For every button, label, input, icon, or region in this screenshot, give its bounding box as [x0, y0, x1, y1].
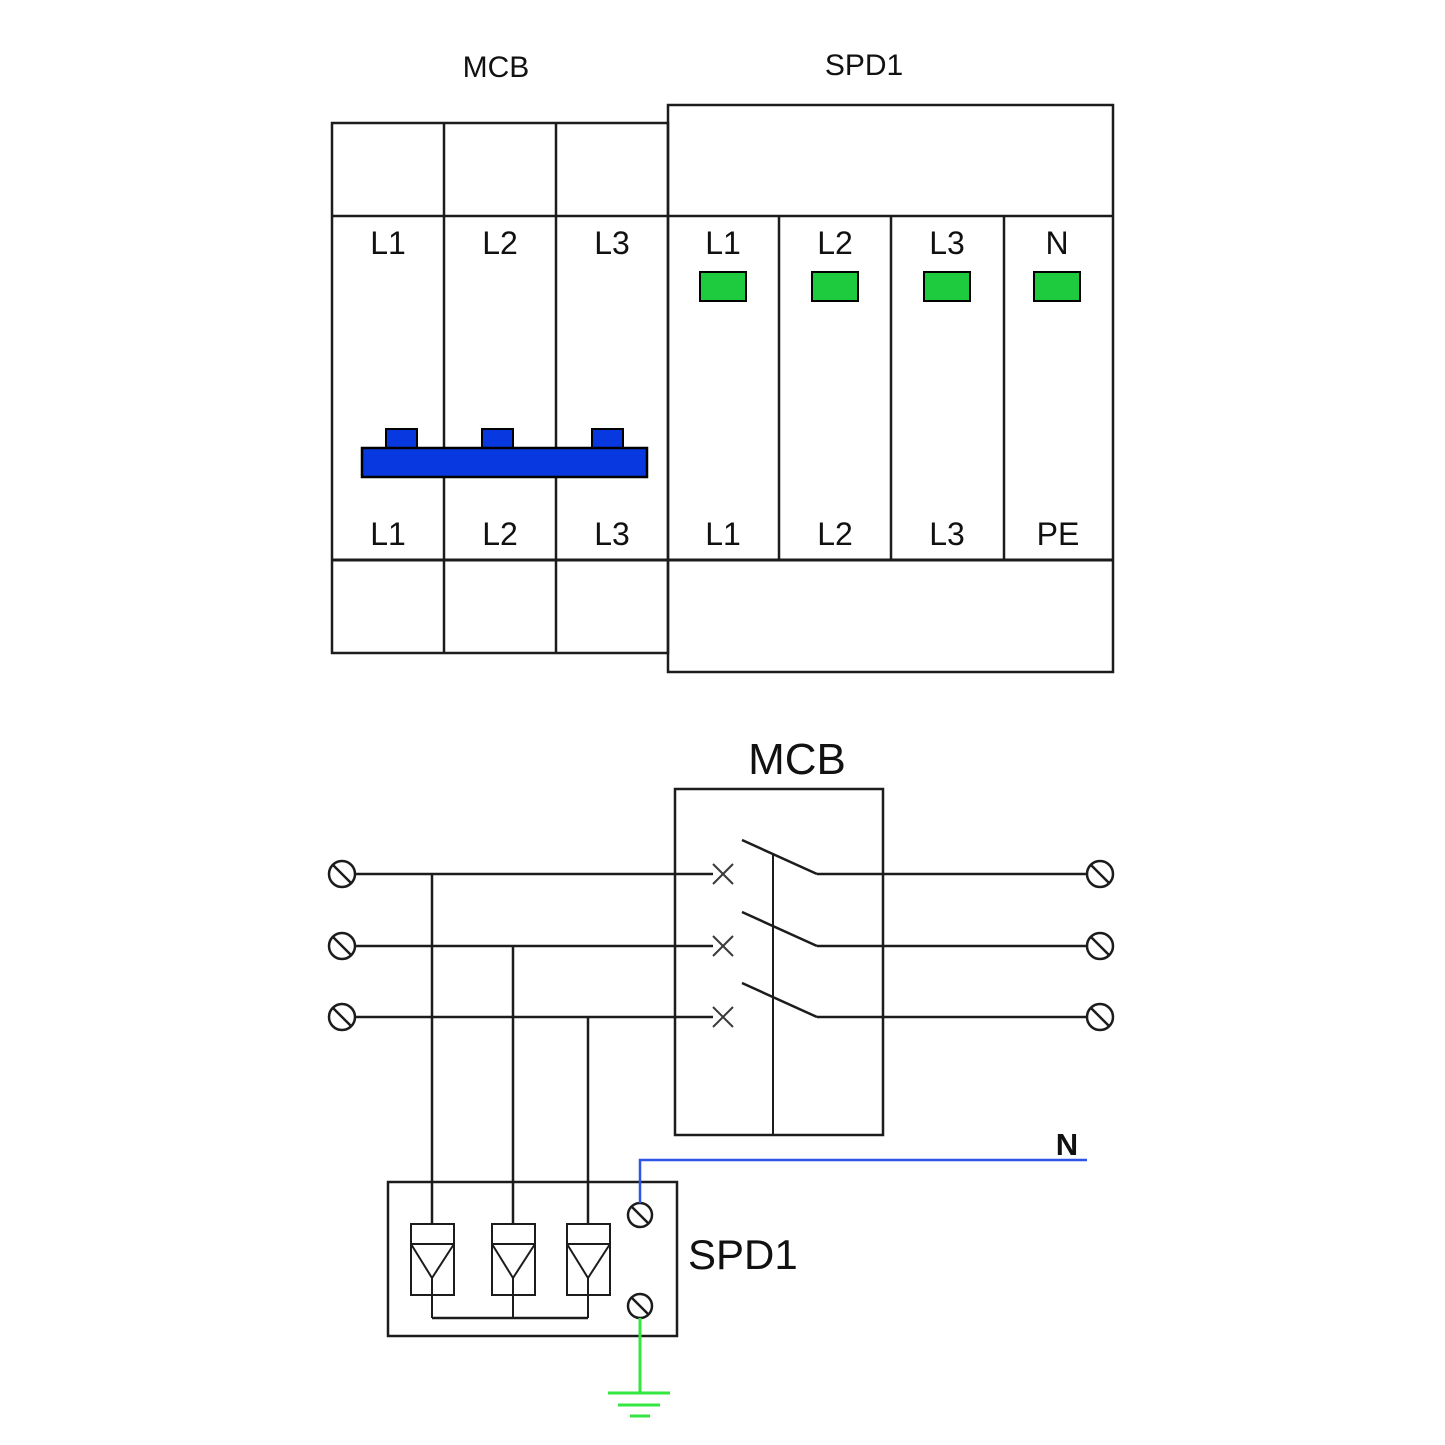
surge-arrester-l3: [566, 1223, 611, 1318]
terminal-l2-in: [327, 931, 357, 961]
spd-led-indicators: [699, 271, 1081, 302]
surge-arrester-l1: [410, 1223, 455, 1318]
busbar-tooth: [481, 428, 514, 450]
terminal-l2-out: [1085, 931, 1115, 961]
mcb-top-label-l3: L3: [594, 225, 630, 261]
led-indicator: [811, 271, 859, 302]
mcb-top-label-l1: L1: [370, 225, 406, 261]
terminal-slash: [332, 936, 352, 956]
spd-module-outline: [666, 103, 1115, 674]
terminal-slash: [332, 1007, 352, 1027]
mcb-bottom-label-l1: L1: [370, 516, 406, 552]
terminal-slash: [631, 1297, 649, 1315]
terminal-l1-out: [1085, 859, 1115, 889]
schematic: [327, 787, 1115, 1338]
spd-top-label-l3: L3: [929, 225, 965, 261]
neutral-wire: [638, 1158, 1087, 1203]
mcb-title: MCB: [463, 51, 530, 84]
terminal-slash: [631, 1206, 649, 1224]
mcb-top-label-l2: L2: [482, 225, 518, 261]
busbar-bar: [360, 446, 649, 479]
terminal-l3-in: [327, 1002, 357, 1032]
earth-symbol: [608, 1318, 670, 1418]
spd-symbol-box: [386, 1180, 679, 1338]
schematic-spd-label: SPD1: [688, 1231, 798, 1278]
switch-blade-l3: [741, 981, 818, 1019]
busbar-tooth: [385, 428, 418, 450]
surge-arrester-l2: [491, 1223, 536, 1318]
spd-top-label-n: N: [1045, 225, 1068, 261]
terminal-l3-out: [1085, 1002, 1115, 1032]
spd-bottom-label-l2: L2: [817, 516, 853, 552]
mcb-module-outline: [330, 121, 670, 655]
led-indicator: [699, 271, 747, 302]
led-indicator: [923, 271, 971, 302]
terminal-slash: [332, 864, 352, 884]
terminal-slash: [1090, 1007, 1110, 1027]
terminal-l1-in: [327, 859, 357, 889]
schematic-mcb-label: MCB: [748, 735, 846, 784]
mcb-symbol-box: [673, 787, 885, 1137]
spd-bottom-label-l3: L3: [929, 516, 965, 552]
spd-earth-terminal: [626, 1292, 654, 1320]
spd-neutral-terminal: [626, 1201, 654, 1229]
panel-view: [330, 103, 1115, 674]
spd-bottom-label-pe: PE: [1037, 516, 1080, 552]
mcb-bottom-label-l3: L3: [594, 516, 630, 552]
busbar-tooth: [591, 428, 624, 450]
led-indicator: [1033, 271, 1081, 302]
switch-blade-l1: [741, 838, 818, 876]
contact-cross-marks: [712, 863, 734, 1028]
spd-title: SPD1: [825, 49, 903, 82]
mcb-bottom-label-l2: L2: [482, 516, 518, 552]
spd-bottom-label-l1: L1: [705, 516, 741, 552]
spd-top-label-l1: L1: [705, 225, 741, 261]
schematic-neutral-label: N: [1056, 1127, 1078, 1162]
switch-blade-l2: [741, 910, 818, 948]
busbar: [360, 428, 649, 479]
spd-top-label-l2: L2: [817, 225, 853, 261]
terminal-slash: [1090, 936, 1110, 956]
terminal-slash: [1090, 864, 1110, 884]
